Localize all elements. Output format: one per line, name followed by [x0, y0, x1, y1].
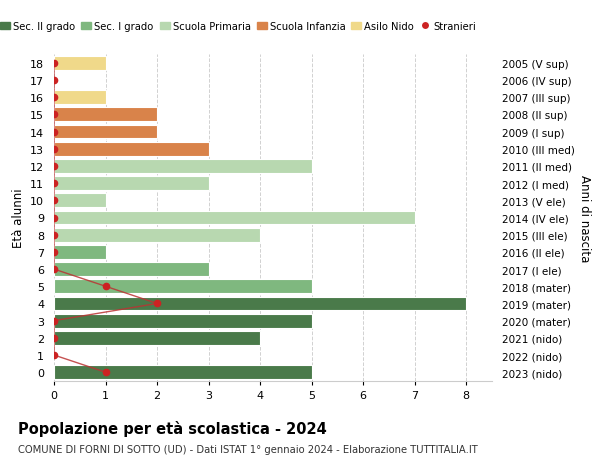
Y-axis label: Età alunni: Età alunni [11, 188, 25, 248]
Legend: Sec. II grado, Sec. I grado, Scuola Primaria, Scuola Infanzia, Asilo Nido, Stran: Sec. II grado, Sec. I grado, Scuola Prim… [0, 18, 480, 36]
Bar [54, 331, 260, 345]
Bar [54, 91, 106, 105]
Bar [54, 365, 311, 379]
Bar [54, 160, 311, 174]
Y-axis label: Anni di nascita: Anni di nascita [578, 174, 591, 262]
Bar [54, 194, 106, 208]
Bar [54, 57, 106, 71]
Bar [54, 211, 415, 225]
Bar [54, 314, 311, 328]
Bar [54, 297, 466, 311]
Bar [54, 228, 260, 242]
Bar [54, 108, 157, 122]
Bar [54, 246, 106, 259]
Bar [54, 177, 209, 190]
Bar [54, 125, 157, 139]
Bar [54, 263, 209, 276]
Text: COMUNE DI FORNI DI SOTTO (UD) - Dati ISTAT 1° gennaio 2024 - Elaborazione TUTTIT: COMUNE DI FORNI DI SOTTO (UD) - Dati IST… [18, 444, 478, 454]
Bar [54, 143, 209, 156]
Text: Popolazione per età scolastica - 2024: Popolazione per età scolastica - 2024 [18, 420, 327, 436]
Bar [54, 280, 311, 293]
